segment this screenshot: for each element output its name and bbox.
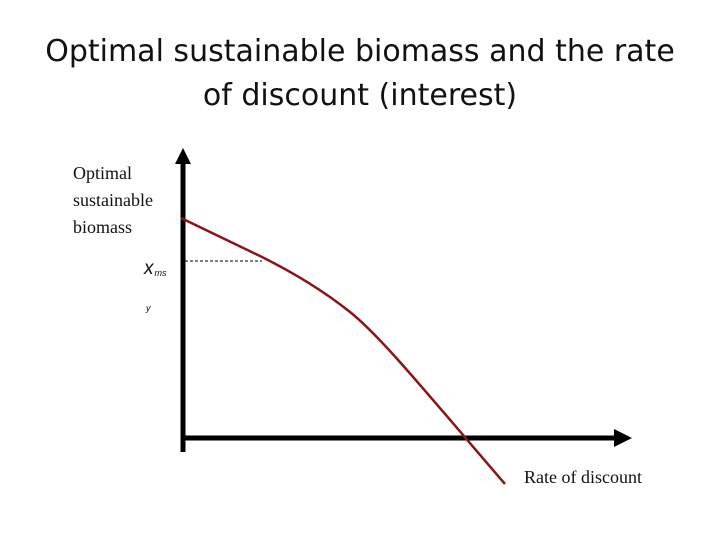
biomass-curve [180, 216, 506, 485]
x-axis-arrowhead [614, 429, 632, 447]
slide-title: Optimal sustainable biomass and the rate… [45, 34, 675, 113]
msy-marker-symbol: x [144, 258, 154, 279]
y-axis-label: Optimal sustainable biomass [73, 163, 153, 237]
msy-marker-subscript: ms [154, 268, 167, 278]
msy-marker-label: xms [144, 258, 167, 284]
y-axis-arrowhead [175, 148, 191, 164]
x-axis-label: Rate of discount [524, 467, 642, 487]
msy-marker-subscript-wrap: y [146, 303, 151, 313]
